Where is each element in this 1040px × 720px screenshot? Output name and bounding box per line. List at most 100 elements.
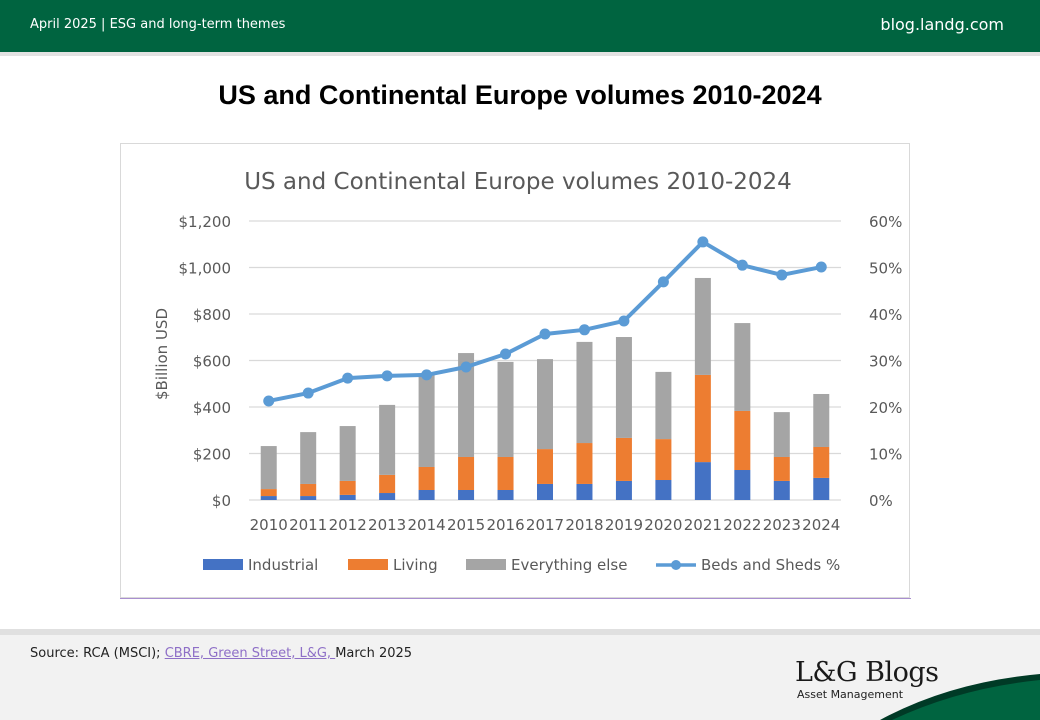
x-tick-label: 2021 — [684, 516, 722, 534]
bar-industrial-2023 — [773, 480, 790, 500]
y-tick-label: $1,200 — [179, 213, 232, 231]
y-tick-label: $400 — [193, 399, 231, 417]
source-suffix: March 2025 — [335, 646, 413, 661]
brand-subtitle: Asset Management — [797, 688, 904, 701]
header-divider — [0, 52, 1040, 56]
bar-everything-else-2024 — [813, 393, 830, 447]
bar-industrial-2010 — [260, 496, 277, 500]
legend-label-beds-and-sheds-: Beds and Sheds % — [701, 556, 840, 574]
x-tick-label: 2017 — [526, 516, 564, 534]
bar-living-2011 — [300, 483, 317, 497]
beds-sheds-point-2015 — [460, 361, 472, 373]
beds-sheds-point-2018 — [578, 324, 590, 336]
header-bar: April 2025 | ESG and long-term themes bl… — [0, 0, 1040, 52]
x-tick-label: 2018 — [565, 516, 603, 534]
bar-industrial-2017 — [537, 483, 553, 500]
bar-industrial-2016 — [497, 490, 514, 500]
beds-sheds-point-2014 — [421, 369, 433, 381]
legend-swatch-everything-else — [466, 559, 506, 570]
bar-industrial-2014 — [418, 490, 435, 500]
chart-bottom-divider — [120, 598, 911, 599]
x-tick-label: 2014 — [408, 516, 446, 534]
bar-industrial-2021 — [694, 462, 711, 500]
bar-industrial-2020 — [655, 480, 672, 500]
bar-everything-else-2016 — [497, 361, 514, 457]
beds-sheds-point-2017 — [539, 328, 551, 340]
y-tick-label: $0 — [212, 492, 231, 510]
x-tick-label: 2020 — [644, 516, 682, 534]
y2-tick-label: 40% — [869, 306, 902, 324]
beds-sheds-point-2022 — [736, 259, 748, 271]
bar-industrial-2013 — [379, 493, 396, 500]
site-link[interactable]: blog.landg.com — [880, 15, 1004, 34]
brand-swoosh-decoration — [880, 674, 1040, 720]
footer — [0, 629, 1040, 720]
beds-sheds-point-2021 — [697, 236, 709, 248]
beds-sheds-point-2024 — [815, 261, 827, 273]
page-title: US and Continental Europe volumes 2010-2… — [218, 80, 822, 110]
header-date-topic: April 2025 | ESG and long-term themes — [30, 17, 286, 32]
source-prefix: Source: RCA (MSCI); — [30, 646, 165, 661]
bar-everything-else-2020 — [655, 371, 672, 440]
y-tick-label: $200 — [193, 446, 231, 464]
beds-sheds-point-2020 — [657, 276, 669, 288]
x-tick-label: 2013 — [368, 516, 406, 534]
legend-swatch-living — [348, 559, 388, 570]
x-tick-label: 2019 — [605, 516, 643, 534]
legend-label-everything-else: Everything else — [511, 556, 627, 574]
beds-sheds-point-2011 — [302, 387, 314, 399]
bar-everything-else-2022 — [734, 323, 751, 411]
x-tick-label: 2015 — [447, 516, 485, 534]
x-tick-label: 2022 — [723, 516, 761, 534]
bar-everything-else-2015 — [458, 353, 475, 457]
bar-industrial-2015 — [458, 490, 475, 500]
y-tick-label: $800 — [193, 306, 231, 324]
legend-label-industrial: Industrial — [248, 556, 318, 574]
bar-everything-else-2011 — [300, 432, 317, 484]
bar-industrial-2024 — [813, 477, 830, 500]
bar-living-2021 — [694, 374, 711, 463]
bar-industrial-2022 — [734, 470, 751, 500]
chart-container: US and Continental Europe volumes 2010-2… — [120, 143, 910, 598]
x-tick-label: 2023 — [763, 516, 801, 534]
y2-tick-label: 10% — [869, 446, 902, 464]
x-tick-label: 2016 — [486, 516, 524, 534]
bar-everything-else-2023 — [773, 412, 790, 457]
bar-living-2019 — [615, 437, 632, 481]
bar-living-2010 — [260, 489, 277, 497]
beds-sheds-point-2013 — [381, 370, 393, 382]
beds-sheds-point-2010 — [263, 395, 275, 407]
bar-living-2017 — [537, 449, 553, 484]
y2-tick-label: 30% — [869, 353, 902, 371]
beds-sheds-point-2016 — [500, 348, 512, 360]
y2-tick-label: 0% — [869, 492, 893, 510]
bar-everything-else-2021 — [694, 277, 711, 375]
bar-industrial-2011 — [300, 496, 317, 500]
y-tick-label: $600 — [193, 353, 231, 371]
source-link[interactable]: CBRE, Green Street, L&G, — [164, 646, 336, 661]
footer-divider — [0, 629, 1040, 635]
y-axis-label: $Billion USD — [153, 308, 171, 400]
bar-living-2018 — [576, 443, 593, 484]
bar-industrial-2018 — [576, 483, 593, 500]
bar-living-2024 — [813, 446, 830, 478]
x-tick-label: 2011 — [289, 516, 327, 534]
source-note: Source: RCA (MSCI); CBRE, Green Street, … — [30, 646, 412, 661]
bar-industrial-2012 — [339, 494, 356, 500]
y2-tick-label: 60% — [869, 213, 902, 231]
y2-tick-label: 20% — [869, 399, 902, 417]
chart-svg: US and Continental Europe volumes 2010-2… — [153, 169, 902, 574]
x-tick-label: 2010 — [250, 516, 288, 534]
bar-living-2016 — [497, 456, 514, 491]
beds-sheds-point-2019 — [618, 315, 630, 327]
y-tick-label: $1,000 — [179, 260, 232, 278]
legend-label-living: Living — [393, 556, 438, 574]
bar-living-2014 — [418, 466, 435, 491]
bar-everything-else-2019 — [615, 337, 632, 438]
brand-logo-text: L&G Blogs — [795, 657, 939, 688]
bar-everything-else-2010 — [260, 446, 277, 490]
bar-living-2023 — [773, 456, 790, 481]
bar-living-2015 — [458, 456, 475, 491]
y2-tick-label: 50% — [869, 260, 902, 278]
bar-living-2013 — [379, 474, 396, 494]
